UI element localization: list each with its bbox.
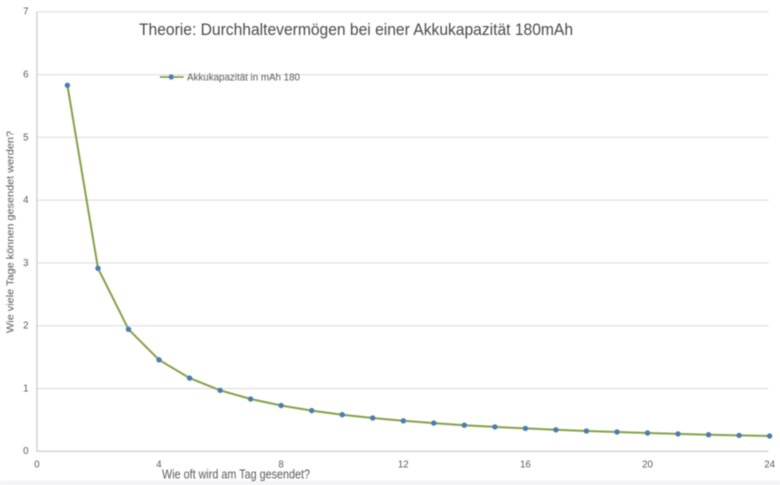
svg-text:7: 7 [23, 7, 28, 18]
svg-text:Wie oft wird am Tag gesendet?: Wie oft wird am Tag gesendet? [162, 467, 310, 481]
svg-text:8: 8 [278, 460, 283, 471]
svg-text:20: 20 [642, 460, 653, 471]
svg-text:Theorie: Durchhaltevermögen be: Theorie: Durchhaltevermögen bei einer Ak… [139, 21, 573, 39]
svg-text:0: 0 [23, 446, 29, 457]
svg-text:5: 5 [23, 132, 28, 143]
svg-text:16: 16 [520, 460, 531, 471]
svg-text:Wie viele Tage können gesendet: Wie viele Tage können gesendet werden? [6, 131, 17, 333]
svg-text:12: 12 [398, 460, 409, 471]
svg-text:2: 2 [23, 321, 28, 332]
svg-text:0: 0 [34, 460, 40, 471]
svg-text:6: 6 [23, 70, 28, 81]
svg-text:1: 1 [23, 383, 28, 394]
svg-text:Akkukapazität in mAh 180: Akkukapazität in mAh 180 [187, 73, 301, 84]
svg-text:4: 4 [23, 195, 29, 206]
svg-text:24: 24 [764, 460, 775, 471]
svg-text:3: 3 [23, 258, 28, 269]
svg-text:4: 4 [156, 460, 162, 471]
